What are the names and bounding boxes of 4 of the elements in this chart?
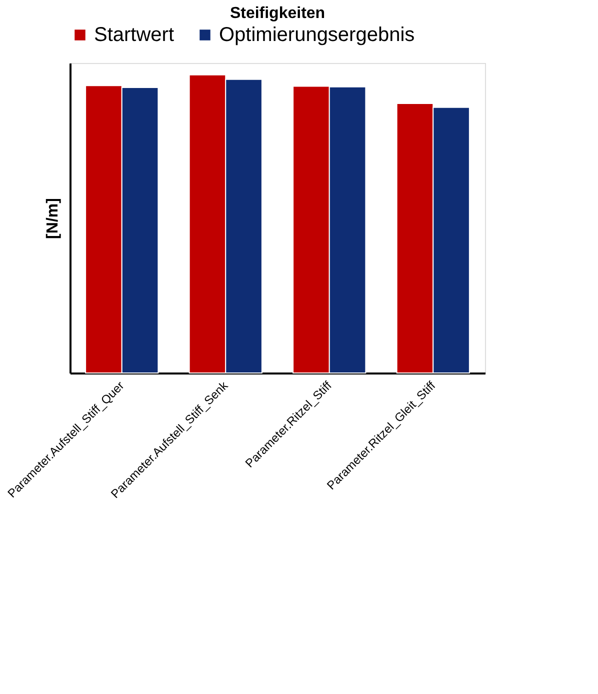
legend-label: Optimierungsergebnis [219, 24, 415, 46]
y-axis-title: [N/m] [44, 198, 62, 239]
legend-label: Startwert [94, 24, 174, 46]
chart-title: Steifigkeiten [230, 5, 326, 22]
